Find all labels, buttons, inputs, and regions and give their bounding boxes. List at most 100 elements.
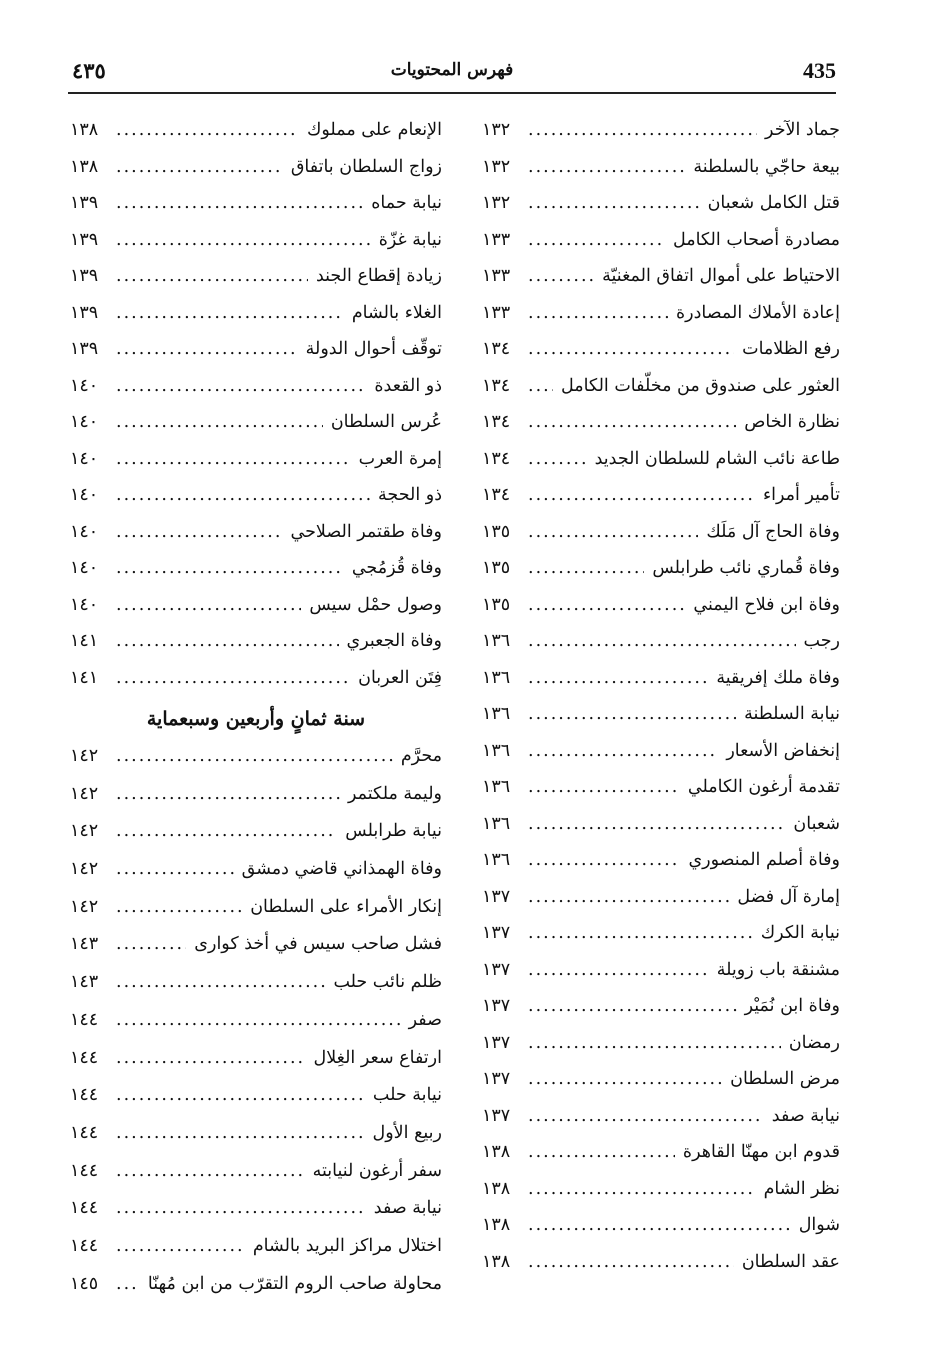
- entry-title: عقد السلطان: [741, 1251, 840, 1272]
- dot-leader: [528, 1098, 764, 1135]
- dot-leader: [528, 696, 736, 733]
- dot-leader: [528, 295, 668, 332]
- entry-page-number: ١٤١: [70, 667, 99, 688]
- toc-entry: رفع الظلامات ١٣٤: [482, 331, 840, 368]
- dot-leader: [528, 842, 680, 879]
- entry-page-number: ١٣٦: [482, 850, 511, 870]
- entry-page-number: ١٣٤: [482, 485, 511, 505]
- entry-title: تقدمة أرغون الكاملي: [687, 777, 840, 797]
- entry-title: ذو الحجة: [378, 485, 442, 505]
- entry-page-number: ١٣٧: [482, 923, 511, 943]
- entry-page-number: ١٣٥: [482, 521, 511, 542]
- entry-title: محرَّم: [400, 746, 442, 766]
- entry-page-number: ١٣٦: [482, 704, 511, 724]
- entry-title: وفاة قُزمُجي: [351, 558, 442, 578]
- dot-leader: [528, 1244, 734, 1281]
- entry-title: رفع الظلامات: [742, 339, 840, 359]
- toc-entry: نظر الشام ١٣٨: [482, 1171, 840, 1208]
- dot-leader: [528, 952, 709, 989]
- entry-page-number: ١٤٤: [70, 1009, 99, 1030]
- dot-leader: [528, 1025, 781, 1062]
- entry-title: شعبان: [793, 813, 840, 834]
- toc-entry: زيادة إقطاع الجند ١٣٩: [70, 258, 442, 295]
- toc-entry: بيعة حاجّي بالسلطنة ١٣٢: [482, 149, 840, 186]
- dot-leader: [528, 404, 736, 441]
- entry-title: زيادة إقطاع الجند: [315, 266, 442, 286]
- entry-title: صفر: [408, 1009, 442, 1030]
- toc-entry: قدوم ابن مهنّا القاهرة ١٣٨: [482, 1134, 840, 1171]
- entry-page-number: ١٤٤: [70, 1235, 99, 1256]
- entry-page-number: ١٤٣: [70, 972, 99, 993]
- dot-leader: [116, 1228, 245, 1266]
- entry-title: ارتفاع سعر الغِلال: [313, 1047, 443, 1068]
- entry-title: وفاة طقتمر الصلاحي: [290, 521, 443, 542]
- entry-page-number: ١٣٧: [482, 886, 511, 907]
- toc-entry: شعبان ١٣٦: [482, 806, 840, 843]
- toc-entry: نظارة الخاص ١٣٤: [482, 404, 840, 441]
- toc-entry: إمرة العرب ١٤٠: [70, 441, 442, 478]
- toc-entry: وليمة ملكتمر ١٤٢: [70, 776, 442, 814]
- dot-leader: [528, 149, 685, 186]
- entry-page-number: ١٤٠: [70, 412, 99, 432]
- entry-page-number: ١٣٦: [482, 667, 511, 688]
- toc-entry: رجب ١٣٦: [482, 623, 840, 660]
- entry-title: نيابة الكرك: [760, 923, 840, 943]
- page-header: 435 فهرس المحتويات ٤٣٥: [68, 58, 836, 92]
- entry-title: رجب: [803, 631, 840, 651]
- entry-page-number: ١٣٩: [70, 193, 99, 213]
- dot-leader: [528, 806, 785, 843]
- entry-title: وفاة ابن فلاح اليمني: [693, 594, 840, 615]
- toc-entry: وفاة الهمذاني قاضي دمشق ١٤٢: [70, 851, 442, 889]
- entry-page-number: ١٣٤: [482, 412, 511, 432]
- toc-entry: وفاة ابن نُمَيْر ١٣٧: [482, 988, 840, 1025]
- entry-page-number: ١٣٥: [482, 594, 511, 615]
- section-heading: سنة ثمانٍ وأربعين وسبعماية: [146, 708, 366, 730]
- dot-leader: [528, 1061, 722, 1098]
- toc-entry: نيابة صفد ١٣٧: [482, 1098, 840, 1135]
- toc-entry: فشل صاحب سيس في أخذ كوارى ١٤٣: [70, 926, 442, 964]
- dot-leader: [116, 1190, 366, 1228]
- entry-page-number: ١٣٨: [482, 1178, 511, 1199]
- toc-entry: وفاة الحاج آل مَلَك ١٣٥: [482, 514, 840, 551]
- toc-entry: وفاة أصلم المنصوري ١٣٦: [482, 842, 840, 879]
- entry-page-number: ١٤٠: [70, 594, 99, 615]
- dot-leader: [116, 851, 234, 889]
- dot-leader: [116, 295, 344, 332]
- entry-page-number: ١٣٧: [482, 959, 511, 980]
- dot-leader: [116, 660, 350, 697]
- entry-title: ظلم نائب حلب: [333, 972, 442, 993]
- dot-leader: [116, 331, 298, 368]
- dot-leader: [116, 1077, 365, 1115]
- entry-title: اختلال مراكز البريد بالشام: [252, 1235, 442, 1256]
- entry-title: إمرة العرب: [358, 448, 442, 469]
- entry-title: وصول حمْل سيس: [309, 594, 442, 615]
- toc-entry: مشنقة باب زويلة ١٣٧: [482, 952, 840, 989]
- entry-page-number: ١٤٠: [70, 485, 99, 505]
- toc-entry: الإنعام على مملوك ١٣٨: [70, 112, 442, 149]
- dot-leader: [116, 1266, 140, 1304]
- entry-page-number: ١٣٨: [482, 1251, 511, 1272]
- dot-leader: [528, 915, 753, 952]
- toc-entry: وصول حمْل سيس ١٤٠: [70, 587, 442, 624]
- entry-page-number: ١٤٣: [70, 934, 99, 955]
- toc-entry: جماد الآخر ١٣٢: [482, 112, 840, 149]
- toc-entry: محرَّم ١٤٢: [70, 738, 442, 776]
- toc-entry: قتل الكامل شعبان ١٣٢: [482, 185, 840, 222]
- entry-title: نيابة غزّة: [378, 229, 442, 250]
- entry-title: إنخفاض الأسعار: [726, 740, 840, 761]
- toc-entry: إنكار الأمراء على السلطان ١٤٢: [70, 889, 442, 927]
- toc-entry: محاولة صاحب الروم التقرّب من ابن مُهنّا ١…: [70, 1266, 442, 1304]
- entry-page-number: ١٤٢: [70, 783, 99, 804]
- dot-leader: [528, 733, 718, 770]
- entry-page-number: ١٤٢: [70, 859, 99, 880]
- toc-entry: نيابة الكرك ١٣٧: [482, 915, 840, 952]
- entry-page-number: ١٣٨: [70, 120, 99, 140]
- entry-page-number: ١٣٩: [70, 229, 99, 250]
- entry-title: نظر الشام: [763, 1178, 840, 1199]
- entry-title: وفاة ابن نُمَيْر: [744, 996, 840, 1016]
- entry-title: قتل الكامل شعبان: [707, 193, 840, 213]
- toc-entry: ارتفاع سعر الغِلال ١٤٤: [70, 1040, 442, 1078]
- dot-leader: [116, 550, 344, 587]
- dot-leader: [116, 623, 339, 660]
- toc-entry: طاعة نائب الشام للسلطان الجديد ١٣٤: [482, 441, 840, 478]
